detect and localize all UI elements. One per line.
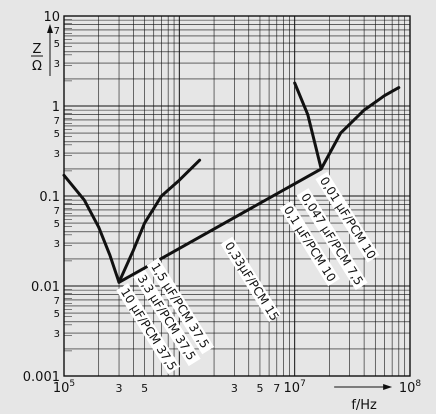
- x-tick-label: 108: [399, 379, 422, 396]
- annotation-background: [133, 269, 201, 367]
- y-tick-label: 10: [43, 10, 60, 25]
- x-axis-arrowhead: [383, 384, 393, 390]
- annotation-background: [315, 171, 380, 263]
- plot-frame: [63, 15, 411, 377]
- y-tick-label: 5: [54, 129, 60, 140]
- y-tick-label: 7: [54, 206, 60, 217]
- annotation-background: [146, 257, 215, 355]
- x-tick-label: 3: [231, 382, 238, 395]
- x-tick-label: 105: [53, 379, 75, 396]
- x-tick-label: 107: [284, 379, 306, 396]
- x-tick-label: 7: [273, 382, 280, 395]
- y-tick-label: 3: [54, 59, 60, 70]
- y-axis-label-numerator: Z: [33, 42, 42, 57]
- y-axis-label: Z Ω: [31, 24, 53, 76]
- y-tick-label: 0.001: [23, 370, 60, 385]
- x-tick-label: 5: [256, 382, 263, 395]
- x-tick-label: 3: [116, 382, 123, 395]
- x-tick-labels: 105 3 5 3 5 7 107 108: [53, 379, 422, 396]
- series-line-3: [293, 81, 401, 171]
- annotation-background: [296, 188, 368, 291]
- annotation-background: [116, 283, 181, 374]
- y-tick-label: 5: [54, 219, 60, 230]
- y-axis-arrowhead: [47, 24, 53, 33]
- y-tick-label: 7: [54, 26, 60, 37]
- y-tick-label: 7: [54, 116, 60, 127]
- y-axis-label-denominator: Ω: [32, 59, 42, 74]
- grid: [63, 16, 410, 377]
- y-tick-label: 1: [52, 100, 60, 115]
- y-tick-label: 5: [54, 309, 60, 320]
- x-axis-label: f/Hz: [351, 398, 377, 413]
- y-tick-label: 7: [54, 296, 60, 307]
- y-tick-label: 0.01: [31, 280, 60, 295]
- series-line-1: [62, 158, 202, 284]
- annotation-background: [220, 236, 281, 322]
- x-tick-label: 5: [141, 382, 148, 395]
- y-tick-label: 3: [54, 239, 60, 250]
- annotation-background: [279, 200, 340, 287]
- y-tick-label: 3: [54, 149, 60, 160]
- y-tick-label: 5: [54, 39, 60, 50]
- y-tick-label: 3: [54, 329, 60, 340]
- y-tick-label: 0.1: [39, 190, 60, 205]
- x-axis-label-group: f/Hz: [334, 384, 393, 413]
